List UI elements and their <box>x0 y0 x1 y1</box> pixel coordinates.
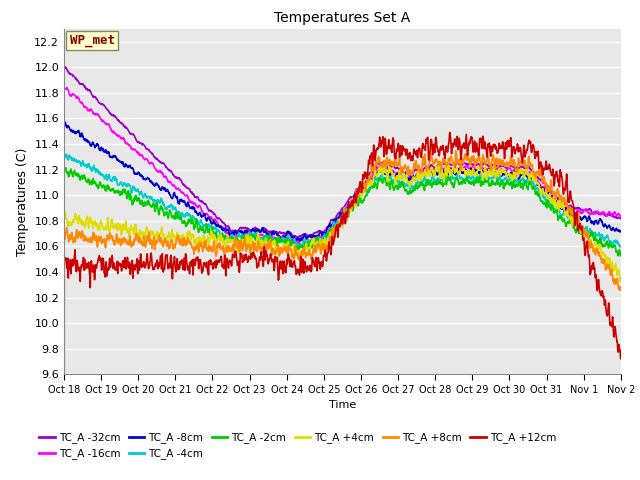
Text: WP_met: WP_met <box>70 34 115 47</box>
X-axis label: Time: Time <box>329 400 356 410</box>
Legend: TC_A -32cm, TC_A -16cm, TC_A -8cm, TC_A -4cm, TC_A -2cm, TC_A +4cm, TC_A +8cm, T: TC_A -32cm, TC_A -16cm, TC_A -8cm, TC_A … <box>35 428 561 463</box>
Title: Temperatures Set A: Temperatures Set A <box>275 11 410 25</box>
Y-axis label: Temperatures (C): Temperatures (C) <box>16 147 29 256</box>
